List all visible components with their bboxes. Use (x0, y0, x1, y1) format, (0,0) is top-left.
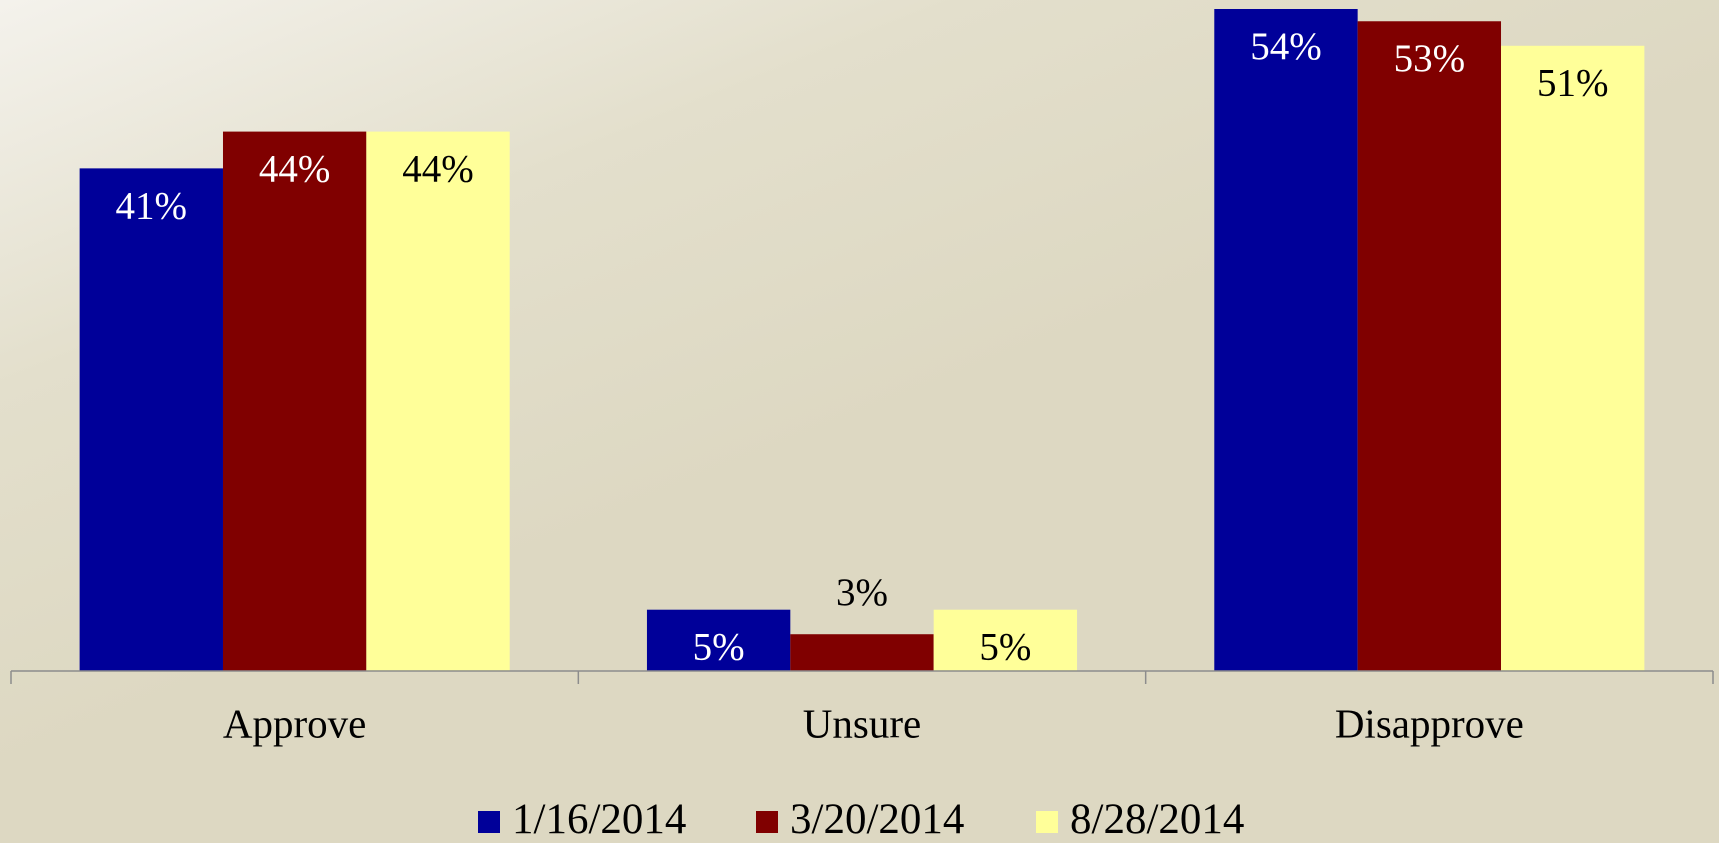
bar (646, 609, 791, 671)
bar (1214, 9, 1358, 671)
legend-label: 3/20/2014 (790, 796, 964, 843)
value-label: 51% (1537, 62, 1609, 105)
bar (933, 609, 1078, 671)
bar (790, 634, 934, 671)
x-tick-label: Disapprove (1335, 700, 1524, 746)
legend-label: 8/28/2014 (1070, 796, 1244, 843)
value-label: 3% (836, 571, 888, 614)
x-tick-label: Approve (223, 700, 366, 746)
bar (1501, 45, 1645, 672)
value-label: 5% (979, 626, 1031, 669)
legend-swatch (756, 811, 778, 833)
value-label: 44% (402, 148, 474, 191)
legend-swatch (1036, 811, 1058, 833)
legend-label: 1/16/2014 (512, 796, 686, 843)
bar (366, 131, 510, 671)
value-label: 53% (1394, 37, 1466, 80)
legend-swatch (478, 811, 500, 833)
value-label: 5% (693, 626, 745, 669)
bar (79, 168, 223, 672)
x-tick-label: Unsure (803, 700, 921, 746)
bar (222, 131, 367, 671)
bar (1357, 21, 1502, 671)
value-label: 44% (259, 148, 331, 191)
value-label: 41% (116, 184, 188, 227)
value-label: 54% (1250, 25, 1322, 68)
